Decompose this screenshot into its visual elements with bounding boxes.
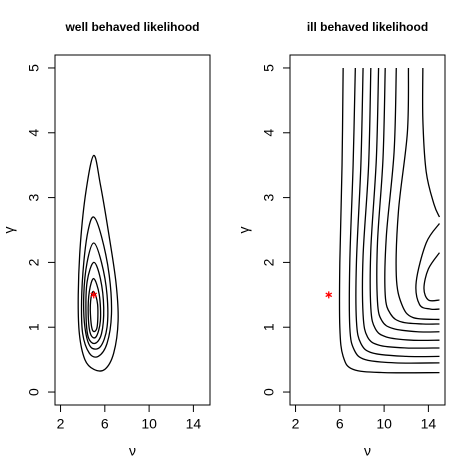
contour-line [348, 67, 440, 364]
plot-frame [54, 54, 211, 406]
contour-line [421, 67, 441, 218]
y-tick-label: 1 [261, 323, 277, 331]
y-tick-label: 4 [26, 129, 42, 137]
y-axis-label: γ [1, 227, 17, 234]
x-tick-label: 6 [101, 416, 109, 432]
contour-line [376, 67, 440, 333]
contour-line [369, 67, 440, 342]
x-axis-label: ν [364, 443, 371, 459]
y-tick-label: 5 [261, 64, 277, 72]
optimum-marker [325, 291, 333, 299]
contour-line [361, 67, 440, 349]
x-tick-label: 10 [141, 416, 157, 432]
contour-line [415, 223, 441, 311]
y-tick-label: 5 [26, 64, 42, 72]
panel: well behaved likelihood 2 6 10 14 0 1 2 3 4 5 ν γ [1, 20, 211, 459]
contour-line [82, 242, 109, 350]
x-tick-label: 14 [186, 416, 202, 432]
y-tick-label: 0 [261, 388, 277, 396]
y-tick-label: 2 [26, 258, 42, 266]
contour-line [395, 67, 440, 321]
x-tick-label: 10 [376, 416, 392, 432]
x-tick-label: 6 [336, 416, 344, 432]
x-tick-label: 2 [292, 416, 300, 432]
contour-line [87, 277, 102, 339]
y-tick-label: 1 [26, 323, 42, 331]
y-tick-label: 2 [261, 258, 277, 266]
chart-title: well behaved likelihood [64, 20, 199, 34]
plot-frame [289, 54, 446, 406]
chart-title: ill behaved likelihood [307, 20, 428, 34]
panel: ill behaved likelihood 2 6 10 14 0 1 2 3 4 5 ν γ [236, 20, 446, 459]
y-axis-label: γ [236, 227, 252, 234]
optimum-marker [90, 291, 98, 299]
y-tick-label: 0 [26, 388, 42, 396]
contour-line [89, 290, 99, 333]
x-axis-label: ν [129, 443, 136, 459]
x-tick-label: 14 [421, 416, 437, 432]
y-tick-label: 4 [261, 129, 277, 137]
contour-line [384, 67, 440, 325]
contour-line [338, 67, 440, 374]
contour-line [77, 154, 119, 372]
y-tick-label: 3 [26, 193, 42, 201]
contour-line [85, 261, 105, 345]
y-tick-label: 3 [261, 193, 277, 201]
contour-line [80, 216, 113, 358]
contour-line [423, 252, 441, 302]
x-tick-label: 2 [57, 416, 65, 432]
contour-line [355, 67, 440, 358]
